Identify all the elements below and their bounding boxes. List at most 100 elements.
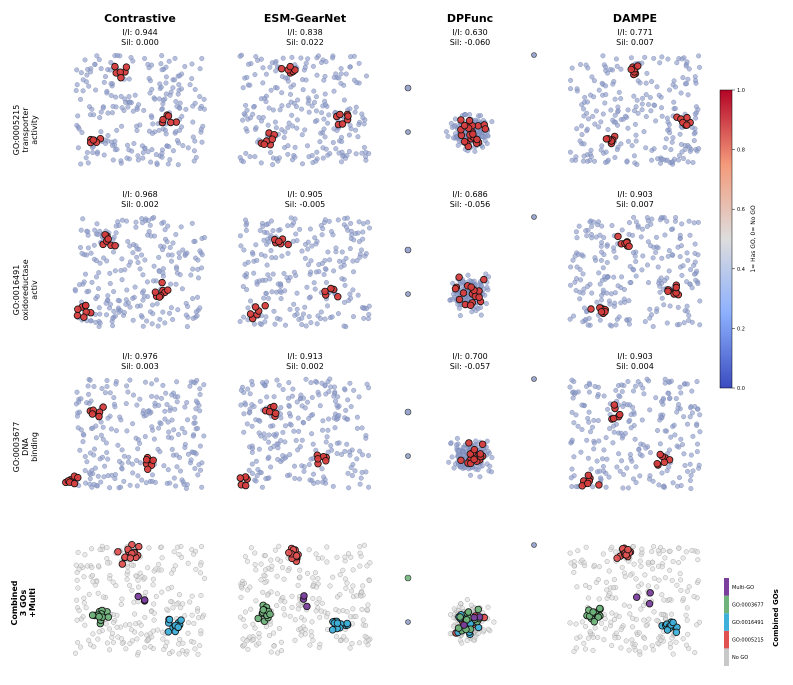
scatter-point-no-go	[180, 247, 186, 253]
scatter-point-no-go	[690, 160, 696, 165]
scatter-point-no-go	[645, 239, 651, 245]
scatter-point-no-go	[611, 79, 617, 84]
scatter-point-no-go	[156, 425, 162, 431]
scatter-point-no-go	[124, 576, 130, 582]
scatter-point-go-0003677	[95, 613, 103, 621]
scatter-point-no-go	[299, 132, 305, 138]
scatter-point-no-go	[244, 74, 250, 80]
scatter-point-no-go	[125, 104, 131, 110]
scatter-point-no-go	[171, 475, 177, 481]
scatter-point-no-go	[638, 234, 644, 240]
scatter-point-no-go	[111, 289, 117, 295]
scatter-point-no-go	[263, 93, 269, 99]
scatter-point-no-go	[358, 475, 364, 481]
scatter-point-no-go	[277, 316, 283, 322]
scatter-point-has-go	[261, 302, 269, 310]
scatter-point-no-go	[119, 596, 125, 602]
scatter-point-no-go	[604, 243, 610, 249]
scatter-point-no-go	[584, 233, 590, 239]
combined-legend-entry: No GO	[732, 655, 748, 661]
scatter-point-no-go	[122, 622, 128, 628]
scatter-point-no-go	[176, 432, 181, 437]
scatter-point-no-go	[283, 423, 288, 429]
scatter-point-no-go	[314, 321, 320, 327]
scatter-point-no-go	[136, 437, 141, 443]
scatter-point-no-go	[101, 255, 107, 261]
scatter-point-no-go	[269, 563, 275, 569]
scatter-point-no-go	[156, 402, 162, 408]
scatter-point-no-go	[308, 629, 314, 635]
scatter-point-no-go	[598, 119, 604, 125]
scatter-point-no-go	[88, 318, 94, 324]
scatter-point-has-go	[159, 115, 167, 124]
scatter-point-no-go	[195, 266, 201, 272]
scatter-point-no-go	[148, 159, 154, 165]
scatter-point-no-go	[667, 303, 673, 309]
scatter-point-no-go	[350, 606, 356, 612]
scatter-point-no-go	[571, 454, 577, 460]
scatter-point-no-go	[100, 424, 106, 430]
scatter-point-no-go	[110, 157, 116, 163]
scatter-point-no-go	[309, 619, 315, 625]
scatter-point-no-go	[345, 416, 351, 422]
scatter-point-no-go	[130, 470, 136, 476]
scatter-point-no-go	[361, 542, 367, 548]
scatter-point-no-go	[351, 314, 356, 320]
scatter-point-no-go	[665, 253, 671, 259]
scatter-point-no-go	[648, 108, 654, 114]
scatter-point-no-go	[195, 257, 201, 263]
scatter-point-has-go	[464, 142, 472, 151]
scatter-point-multi-go	[134, 592, 142, 601]
scatter-point-no-go	[610, 585, 616, 591]
scatter-point-no-go	[669, 252, 675, 258]
scatter-point-no-go	[166, 429, 172, 435]
scatter-point-no-go	[365, 637, 371, 643]
scatter-point-no-go	[597, 281, 603, 287]
scatter-point-no-go	[327, 583, 333, 589]
scatter-point-no-go	[268, 446, 273, 451]
scatter-point-no-go	[95, 636, 101, 642]
scatter-point-no-go	[115, 219, 121, 225]
scatter-point-no-go	[197, 643, 203, 649]
scatter-point-no-go	[626, 298, 632, 304]
scatter-point-no-go	[654, 309, 659, 315]
scatter-point-no-go	[320, 479, 326, 485]
scatter-point-no-go	[322, 316, 328, 322]
scatter-point-no-go	[107, 67, 113, 73]
scatter-point-has-go	[455, 295, 464, 304]
scatter-point-no-go	[597, 317, 603, 323]
scatter-point-no-go	[671, 78, 677, 84]
scatter-point-no-go	[660, 156, 666, 162]
scatter-point-no-go	[261, 572, 267, 578]
scatter-point-no-go	[366, 484, 372, 490]
scatter-point-no-go	[149, 115, 155, 120]
scatter-point-no-go	[101, 474, 107, 480]
scatter-point-no-go	[78, 427, 84, 433]
scatter-point-no-go	[326, 416, 332, 422]
scatter-point-no-go	[611, 303, 617, 309]
scatter-point-no-go	[451, 606, 457, 612]
scatter-point-no-go	[240, 284, 246, 289]
scatter-point-no-go	[691, 131, 697, 137]
scatter-point-outlier	[405, 619, 411, 625]
scatter-point-has-go	[73, 311, 82, 320]
scatter-point-has-go	[344, 112, 352, 120]
scatter-point-no-go	[160, 382, 166, 388]
scatter-point-no-go	[694, 379, 700, 385]
scatter-point-no-go	[656, 280, 662, 286]
scatter-point-no-go	[163, 80, 169, 86]
scatter-point-no-go	[574, 235, 580, 241]
combined-legend-swatch	[724, 613, 729, 631]
scatter-point-no-go	[611, 577, 617, 583]
scatter-point-no-go	[285, 143, 291, 149]
scatter-point-no-go	[270, 162, 276, 168]
scatter-point-no-go	[322, 258, 328, 263]
scatter-point-no-go	[452, 116, 458, 122]
scatter-point-no-go	[670, 559, 676, 565]
scatter-point-no-go	[189, 61, 195, 67]
scatter-point-no-go	[168, 599, 174, 605]
scatter-point-no-go	[198, 467, 203, 473]
combined-legend-entry: GO:0003677	[732, 602, 764, 608]
scatter-point-go-0005215	[128, 541, 136, 549]
scatter-point-no-go	[142, 575, 148, 581]
